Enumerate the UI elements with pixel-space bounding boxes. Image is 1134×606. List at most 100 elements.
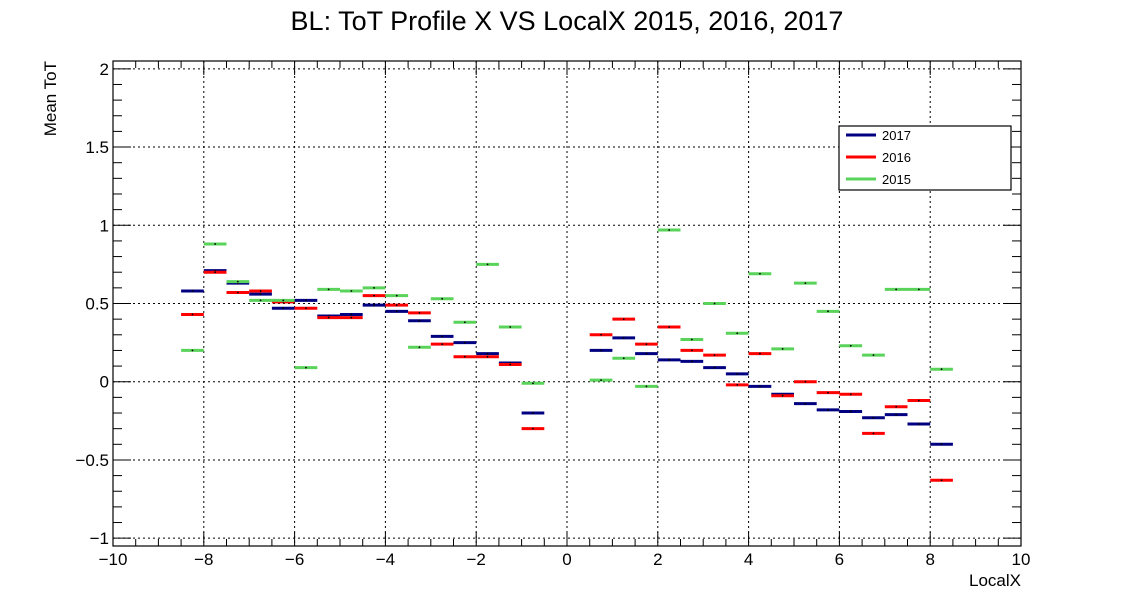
data-point-marker: [872, 416, 875, 419]
series-2015: [181, 228, 953, 388]
data-point-marker: [622, 337, 625, 339]
y-tick-label: −0.5: [75, 451, 109, 470]
data-point-marker: [917, 423, 920, 425]
data-point-marker: [373, 304, 375, 306]
data-point-marker: [804, 282, 807, 285]
data-point-marker: [895, 413, 898, 416]
data-point-marker: [441, 335, 444, 338]
data-point-marker: [350, 313, 353, 316]
data-point-marker: [532, 412, 534, 414]
data-point-marker: [736, 383, 739, 386]
data-point-marker: [690, 349, 693, 352]
data-point-marker: [645, 352, 648, 355]
x-tick-label: −8: [194, 550, 213, 569]
data-point-marker: [418, 346, 421, 349]
data-point-marker: [827, 310, 829, 313]
data-point-marker: [940, 368, 943, 371]
data-point-marker: [441, 343, 444, 346]
data-point-marker: [872, 354, 875, 357]
x-tick-label: −2: [467, 550, 486, 569]
data-point-marker: [259, 293, 262, 296]
data-point-marker: [690, 338, 693, 341]
legend-label: 2017: [882, 128, 911, 143]
data-point-marker: [736, 332, 739, 335]
data-point-marker: [849, 344, 852, 347]
data-point-marker: [532, 427, 534, 430]
data-point-marker: [622, 357, 625, 360]
data-point-marker: [395, 310, 398, 313]
data-point-marker: [191, 290, 194, 292]
axis-tick-labels: −10 −8 −6 −4 −2 0 2 4 6 8 10 −1 −0.5 0 0.5 1 1.5 2: [75, 60, 1030, 569]
y-tick-label: −1: [90, 529, 109, 548]
data-point-marker: [600, 333, 602, 336]
x-axis-label: LocalX: [969, 571, 1021, 590]
data-point-marker: [804, 380, 807, 383]
data-point-marker: [645, 385, 648, 388]
x-tick-label: 8: [925, 550, 934, 569]
data-point-marker: [259, 299, 262, 302]
legend-label: 2015: [882, 172, 911, 187]
data-point-marker: [736, 373, 739, 375]
data-point-marker: [600, 349, 602, 352]
x-tick-label: 4: [744, 550, 753, 569]
data-point-marker: [305, 307, 307, 310]
data-point-marker: [895, 288, 898, 291]
data-point-marker: [917, 399, 920, 402]
data-point-marker: [759, 352, 761, 355]
data-point-marker: [282, 307, 285, 310]
legend: 2017 2016 2015: [838, 125, 1012, 191]
data-point-marker: [532, 382, 534, 385]
data-point-marker: [509, 326, 512, 328]
data-point-marker: [236, 280, 239, 283]
data-point-marker: [350, 316, 353, 319]
x-tick-label: −10: [99, 550, 128, 569]
data-point-marker: [463, 341, 466, 344]
data-point-marker: [305, 366, 307, 369]
data-point-marker: [713, 354, 716, 357]
y-tick-label: 0.5: [85, 295, 109, 314]
data-point-marker: [668, 358, 671, 361]
data-point-marker: [486, 352, 489, 355]
data-point-marker: [622, 318, 625, 321]
data-point-marker: [395, 304, 398, 306]
series-2016: [181, 270, 953, 482]
data-point-marker: [759, 385, 761, 388]
data-point-marker: [668, 229, 671, 231]
chart-title: BL: ToT Profile X VS LocalX 2015, 2016, …: [290, 6, 844, 36]
data-point-marker: [441, 297, 444, 300]
data-point-marker: [418, 311, 421, 314]
data-point-marker: [463, 355, 466, 358]
data-point-marker: [327, 316, 330, 319]
data-point-marker: [917, 288, 920, 291]
series-2017: [181, 269, 953, 446]
data-point-marker: [509, 363, 512, 366]
data-point-marker: [418, 319, 421, 322]
y-tick-label: 1: [100, 216, 109, 235]
data-point-marker: [191, 349, 194, 352]
x-tick-label: 10: [1012, 550, 1031, 569]
y-axis-label: Mean ToT: [41, 61, 60, 136]
data-point-marker: [668, 326, 671, 328]
data-series: [181, 228, 953, 482]
data-point-marker: [895, 405, 898, 408]
data-point-marker: [191, 313, 194, 316]
data-point-marker: [849, 393, 852, 396]
data-point-marker: [214, 271, 217, 274]
y-tick-label: 0: [100, 373, 109, 392]
x-tick-label: 2: [653, 550, 662, 569]
data-point-marker: [214, 243, 217, 245]
legend-label: 2016: [882, 150, 911, 165]
axis-ticks: [112, 61, 1022, 546]
data-point-marker: [690, 360, 693, 363]
data-point-marker: [486, 355, 489, 358]
data-point-marker: [305, 299, 307, 302]
data-point-marker: [395, 294, 398, 297]
data-point-marker: [827, 391, 829, 394]
x-tick-label: −6: [285, 550, 304, 569]
x-tick-label: 6: [835, 550, 844, 569]
y-tick-label: 2: [100, 60, 109, 79]
data-point-marker: [713, 366, 716, 369]
data-point-marker: [486, 263, 489, 266]
x-tick-label: −4: [376, 550, 395, 569]
